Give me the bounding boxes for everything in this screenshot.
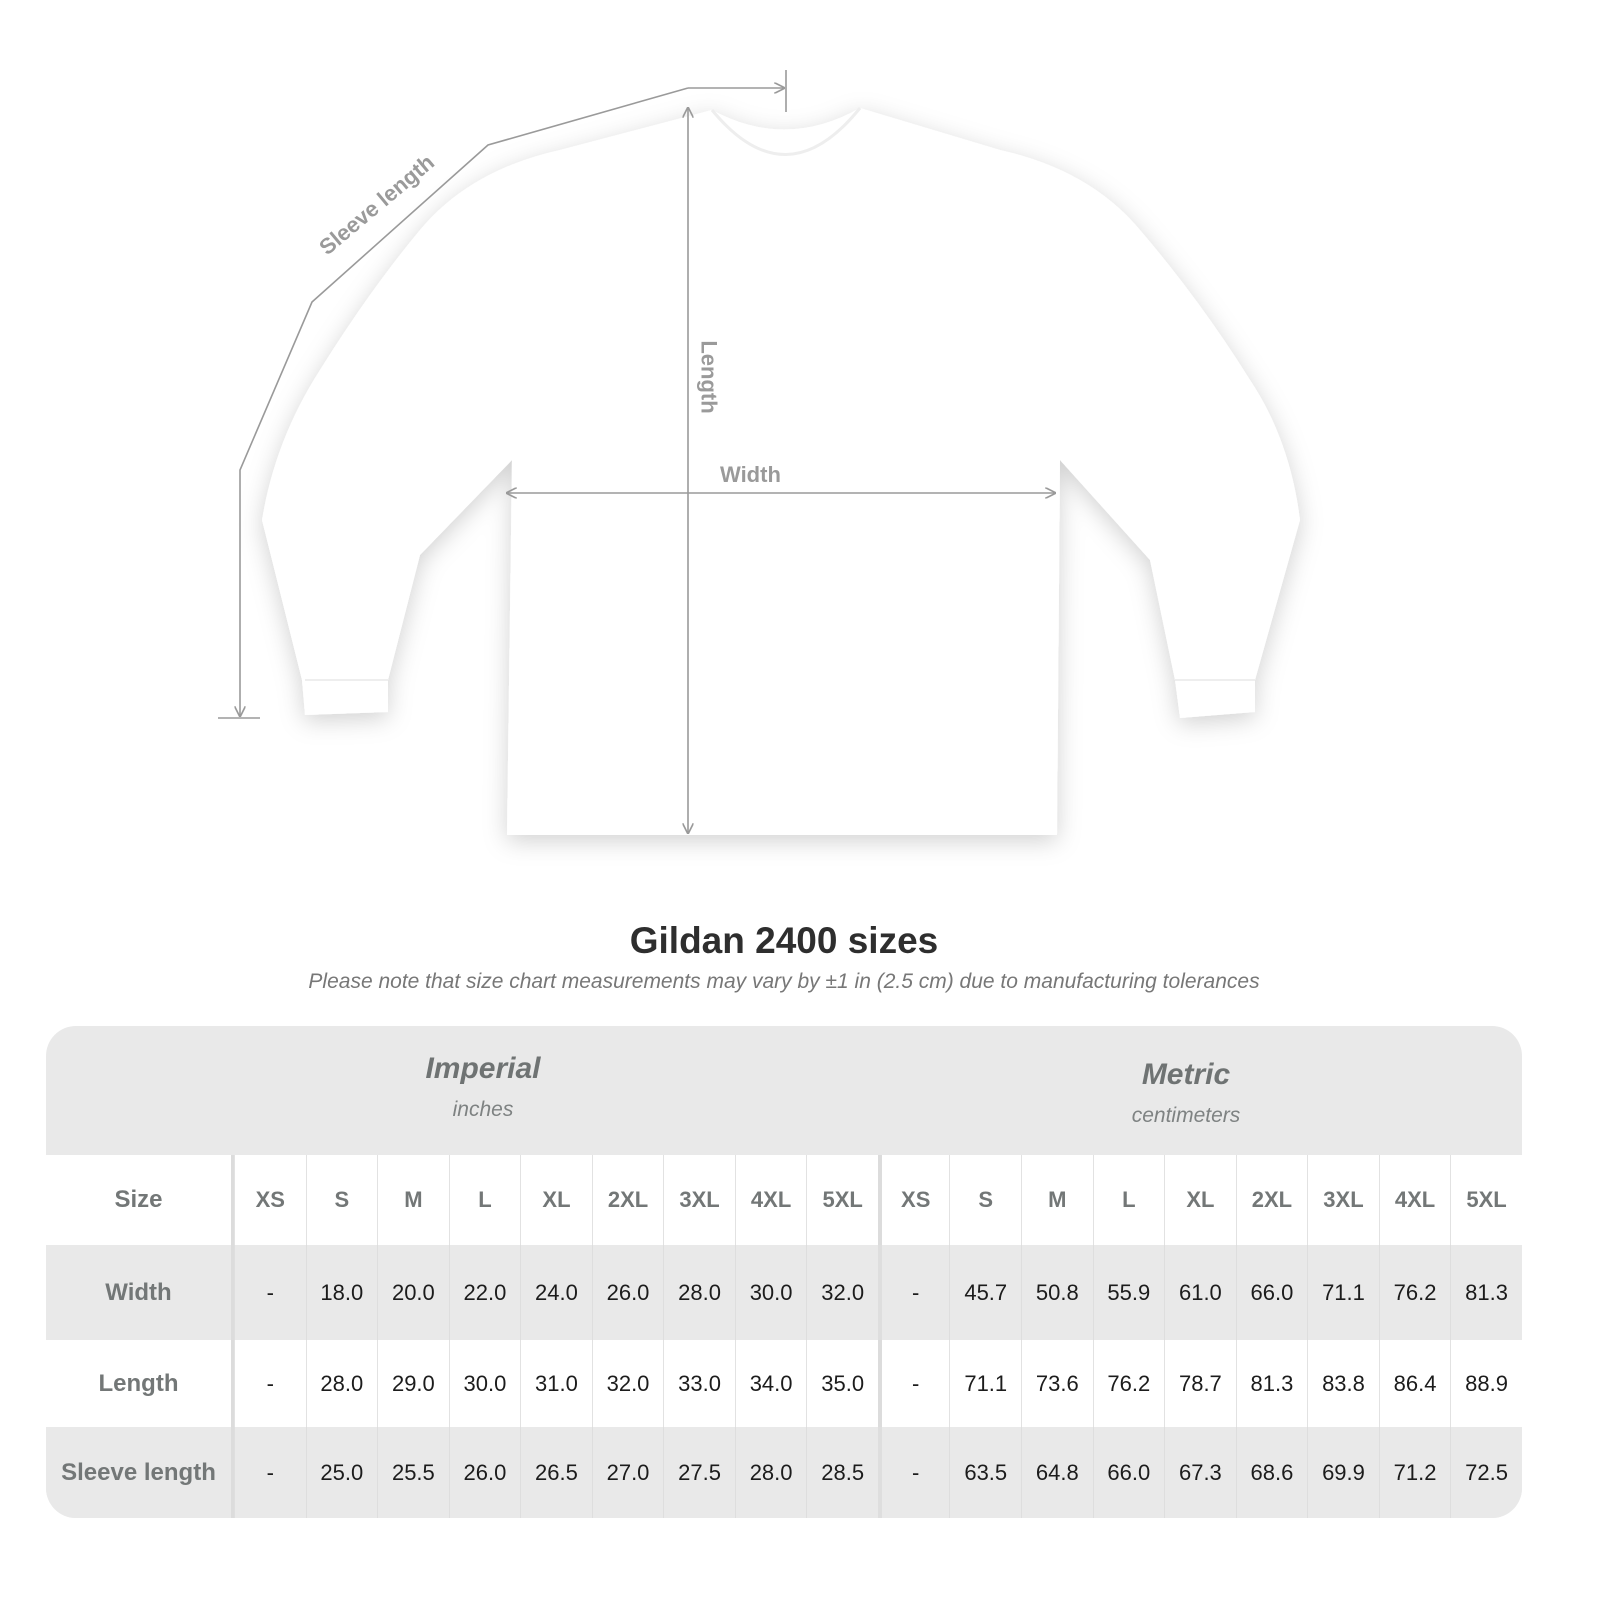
width-label: Width xyxy=(720,462,781,487)
table-cell-imperial: 30.0 xyxy=(448,1340,521,1427)
table-cell-imperial: 29.0 xyxy=(377,1340,449,1427)
size-header-metric: M xyxy=(1021,1155,1093,1245)
table-cell-imperial: 24.0 xyxy=(520,1245,592,1340)
table-cell-imperial: 25.0 xyxy=(305,1427,378,1518)
size-header-imperial: L xyxy=(448,1155,521,1245)
size-table: Imperial inches Metric centimeters Size X… xyxy=(46,1026,1522,1518)
shirt-shape xyxy=(262,108,1300,835)
table-cell-imperial: 28.5 xyxy=(806,1427,878,1518)
table-cell-imperial: 26.5 xyxy=(520,1427,592,1518)
table-cell-metric: 86.4 xyxy=(1378,1340,1451,1427)
page-title: Gildan 2400 sizes xyxy=(629,920,939,961)
table-cell-metric: 66.0 xyxy=(1092,1427,1165,1518)
metric-title: Metric xyxy=(1141,1058,1231,1091)
table-cell-metric: 78.7 xyxy=(1164,1340,1236,1427)
imperial-unit: inches xyxy=(452,1098,514,1121)
size-label: Size xyxy=(46,1155,234,1245)
length-label: Length xyxy=(696,340,722,414)
table-row: Sleeve length -25.0 25.5 26.0 26.5 27.0 27.5 28… xyxy=(46,1427,1522,1518)
table-cell-imperial: 30.0 xyxy=(734,1245,807,1340)
size-header-imperial: 5XL xyxy=(806,1155,878,1245)
table-cell-metric: 72.5 xyxy=(1450,1427,1522,1518)
tolerance-note: Please note that size chart measurements… xyxy=(308,970,1260,993)
table-cell-imperial: 22.0 xyxy=(448,1245,521,1340)
table-cell-metric: 76.2 xyxy=(1092,1340,1165,1427)
table-cell-metric: - xyxy=(877,1245,950,1340)
table-cell-imperial: 28.0 xyxy=(734,1427,807,1518)
size-header-metric: L xyxy=(1092,1155,1165,1245)
table-cell-imperial: 18.0 xyxy=(305,1245,378,1340)
size-header-imperial: 4XL xyxy=(734,1155,807,1245)
table-cell-imperial: 28.0 xyxy=(305,1340,378,1427)
table-cell-metric: 76.2 xyxy=(1378,1245,1451,1340)
table-cell-imperial: 27.5 xyxy=(663,1427,735,1518)
size-header-imperial: XS xyxy=(234,1155,306,1245)
table-cell-imperial: 35.0 xyxy=(806,1340,878,1427)
size-header-metric: 4XL xyxy=(1378,1155,1451,1245)
size-grid: Size XS S M L XL 2XL 3XL 4XL 5XL XS S M L XL 2XL 3XL 4XL 5… xyxy=(46,1155,1522,1518)
imperial-header: Imperial inches xyxy=(183,1052,783,1122)
size-header-imperial: XL xyxy=(520,1155,592,1245)
table-cell-imperial: 32.0 xyxy=(806,1245,878,1340)
table-cell-imperial: 27.0 xyxy=(591,1427,664,1518)
table-cell-metric: 66.0 xyxy=(1235,1245,1308,1340)
table-cell-metric: 81.3 xyxy=(1450,1245,1522,1340)
size-header-imperial: 2XL xyxy=(591,1155,664,1245)
table-cell-metric: 50.8 xyxy=(1021,1245,1093,1340)
table-cell-metric: - xyxy=(877,1427,950,1518)
table-cell-imperial: 26.0 xyxy=(448,1427,521,1518)
row-label: Length xyxy=(46,1340,234,1427)
metric-unit: centimeters xyxy=(1131,1104,1241,1127)
table-cell-metric: 71.2 xyxy=(1378,1427,1451,1518)
table-cell-imperial: - xyxy=(234,1427,306,1518)
table-cell-metric: 64.8 xyxy=(1021,1427,1093,1518)
table-cell-metric: 45.7 xyxy=(949,1245,1021,1340)
table-cell-imperial: 20.0 xyxy=(377,1245,449,1340)
table-cell-imperial: 28.0 xyxy=(663,1245,735,1340)
size-header-metric: 3XL xyxy=(1307,1155,1379,1245)
table-row: Length -28.0 29.0 30.0 31.0 32.0 33.0 34.0 35.0-… xyxy=(46,1340,1522,1427)
table-cell-imperial: 32.0 xyxy=(591,1340,664,1427)
table-cell-metric: 73.6 xyxy=(1021,1340,1093,1427)
table-cell-metric: 71.1 xyxy=(1307,1245,1379,1340)
row-label: Width xyxy=(46,1245,234,1340)
table-cell-imperial: 34.0 xyxy=(734,1340,807,1427)
sleeve-length-line xyxy=(240,87,689,716)
size-header-metric: XS xyxy=(877,1155,950,1245)
size-header-imperial: 3XL xyxy=(663,1155,735,1245)
table-row: Width -18.0 20.0 22.0 24.0 26.0 28.0 30.0 32.0-4… xyxy=(46,1245,1522,1340)
table-cell-metric: 55.9 xyxy=(1092,1245,1165,1340)
table-cell-metric: 69.9 xyxy=(1307,1427,1379,1518)
size-header-metric: XL xyxy=(1164,1155,1236,1245)
size-header-imperial: S xyxy=(305,1155,378,1245)
table-cell-metric: 83.8 xyxy=(1307,1340,1379,1427)
metric-header: Metric centimeters xyxy=(886,1058,1486,1128)
table-cell-metric: 71.1 xyxy=(949,1340,1021,1427)
imperial-title: Imperial xyxy=(425,1052,541,1085)
size-header-metric: S xyxy=(949,1155,1021,1245)
shirt-diagram xyxy=(218,70,1300,835)
table-cell-imperial: 25.5 xyxy=(377,1427,449,1518)
table-cell-metric: 88.9 xyxy=(1450,1340,1522,1427)
table-cell-metric: 63.5 xyxy=(949,1427,1021,1518)
size-header-metric: 5XL xyxy=(1450,1155,1522,1245)
table-cell-metric: 68.6 xyxy=(1235,1427,1308,1518)
table-cell-imperial: - xyxy=(234,1340,306,1427)
table-cell-metric: 67.3 xyxy=(1164,1427,1236,1518)
table-cell-metric: - xyxy=(877,1340,950,1427)
table-cell-imperial: 31.0 xyxy=(520,1340,592,1427)
table-cell-metric: 61.0 xyxy=(1164,1245,1236,1340)
table-cell-imperial: 26.0 xyxy=(591,1245,664,1340)
size-header-imperial: M xyxy=(377,1155,449,1245)
table-cell-imperial: - xyxy=(234,1245,306,1340)
size-header-metric: 2XL xyxy=(1235,1155,1308,1245)
table-cell-metric: 81.3 xyxy=(1235,1340,1308,1427)
row-label: Sleeve length xyxy=(46,1427,234,1518)
size-header-row: Size XS S M L XL 2XL 3XL 4XL 5XL XS S M L XL 2XL 3XL 4XL 5… xyxy=(46,1155,1522,1245)
table-cell-imperial: 33.0 xyxy=(663,1340,735,1427)
